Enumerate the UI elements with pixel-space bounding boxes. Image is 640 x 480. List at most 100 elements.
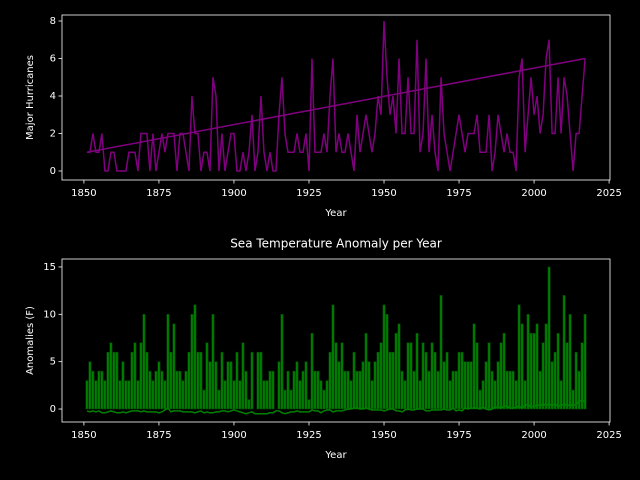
bar [340, 342, 344, 410]
bar [352, 351, 356, 410]
bar [283, 389, 287, 410]
bar [541, 342, 545, 410]
bar [409, 342, 413, 410]
bar [130, 351, 134, 410]
bar [112, 351, 116, 410]
bar [118, 380, 122, 410]
bar [154, 370, 158, 410]
bar [421, 342, 425, 410]
x-tick-label: 2025 [596, 188, 621, 199]
bar [328, 351, 332, 410]
x-tick-label: 1925 [296, 188, 321, 199]
axes-frame [61, 14, 611, 181]
bar [535, 323, 539, 410]
x-tick-label: 1850 [71, 430, 96, 441]
bar [460, 351, 464, 410]
bar [148, 370, 152, 410]
x-axis-label: Year [324, 208, 347, 219]
bar [532, 332, 536, 410]
bar [511, 370, 515, 410]
x-tick-label: 1975 [446, 430, 471, 441]
bar [106, 351, 110, 410]
bar [562, 295, 566, 410]
bar [271, 370, 275, 410]
bar [568, 314, 572, 410]
bar [394, 332, 398, 410]
x-tick-label: 1900 [221, 430, 246, 441]
bar [382, 304, 386, 410]
x-tick-label: 2025 [596, 430, 621, 441]
x-tick-label: 2000 [521, 188, 546, 199]
bar [115, 351, 119, 410]
bar [190, 314, 194, 410]
bar [223, 380, 227, 410]
bar [166, 314, 170, 410]
bar [289, 389, 293, 410]
bar [214, 361, 218, 410]
bar [475, 342, 479, 410]
x-tick-label: 1850 [71, 188, 96, 199]
bar [139, 342, 143, 410]
bar [376, 351, 380, 410]
bar [550, 361, 554, 410]
bar [565, 342, 569, 410]
bar [193, 304, 197, 410]
bar [97, 370, 101, 410]
y-tick-label: 0 [50, 404, 56, 415]
bar [466, 361, 470, 410]
bar [583, 314, 587, 410]
chart-title: Sea Temperature Anomaly per Year [230, 237, 442, 251]
bar [451, 370, 455, 410]
bar [436, 370, 440, 410]
x-tick-label: 1950 [371, 430, 396, 441]
bar [94, 380, 98, 410]
bar [100, 370, 104, 410]
bar [433, 351, 437, 410]
bar [268, 370, 272, 410]
bar [481, 380, 485, 410]
y-axis-label: Anomalies (F) [25, 306, 36, 375]
bar [349, 380, 353, 410]
bar [367, 361, 371, 410]
bar [514, 380, 518, 410]
bar [247, 399, 251, 410]
bar [310, 332, 314, 410]
bar [346, 370, 350, 410]
bar [145, 351, 149, 410]
data-line [86, 57, 586, 153]
data-line [86, 20, 586, 172]
y-tick-label: 5 [50, 357, 56, 368]
bar [229, 361, 233, 410]
bar [184, 370, 188, 410]
y-axis-label: Major Hurricanes [25, 55, 36, 140]
bar [151, 380, 155, 410]
bar [331, 304, 335, 410]
bar [103, 380, 107, 410]
bar [442, 361, 446, 410]
x-tick-label: 1975 [446, 188, 471, 199]
bar [457, 351, 461, 410]
bar [238, 380, 242, 410]
bar [262, 380, 266, 410]
bar [277, 361, 281, 410]
bar [325, 380, 329, 410]
bar [265, 380, 269, 410]
bar [316, 370, 320, 410]
bar [574, 351, 578, 410]
bar [205, 342, 209, 410]
bar [259, 351, 263, 410]
bar [472, 323, 476, 410]
bar [244, 370, 248, 410]
bar [301, 370, 305, 410]
x-axis-label: Year [324, 450, 347, 461]
bar [91, 370, 95, 410]
bar [124, 380, 128, 410]
bar [400, 370, 404, 410]
bar [280, 314, 284, 410]
bar [577, 370, 581, 410]
y-tick-label: 0 [50, 166, 56, 177]
x-tick-label: 1925 [296, 430, 321, 441]
bar [424, 351, 428, 410]
bar [295, 361, 299, 410]
